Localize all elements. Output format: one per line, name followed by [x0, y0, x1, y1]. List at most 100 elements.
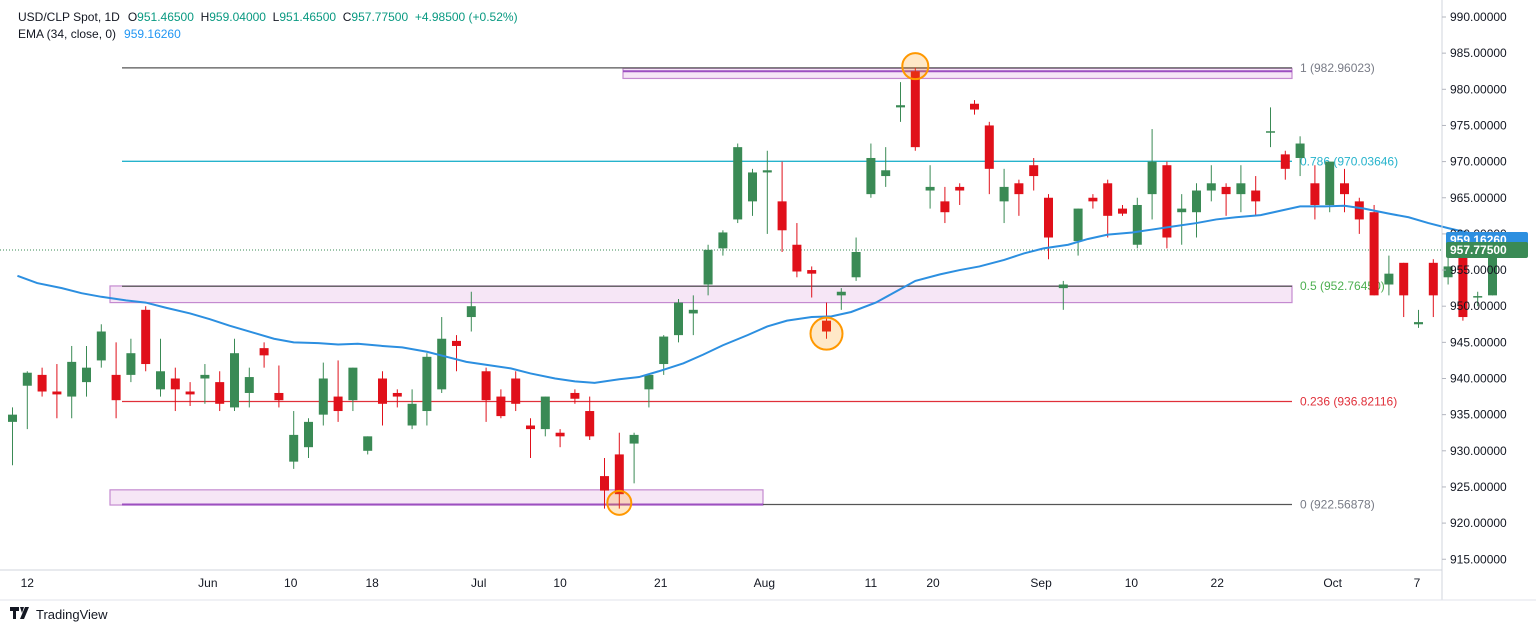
highlight-circle — [901, 52, 930, 81]
y-tick-label: 945.00000 — [1450, 335, 1507, 349]
candle-body — [407, 403, 417, 426]
fib-layer: 1 (982.96023) 0.786 (970.03646) 0.5 (952.7… — [0, 61, 1442, 512]
candle-body — [1221, 186, 1231, 195]
candle-body — [96, 331, 106, 361]
y-tick-label: 970.00000 — [1450, 155, 1507, 169]
candle-body — [733, 147, 743, 220]
ema-layer — [17, 204, 1518, 384]
x-tick-label: 18 — [365, 576, 379, 590]
candle-body — [629, 434, 639, 444]
candle-body — [1147, 161, 1157, 195]
candle-body — [363, 436, 373, 451]
candle-body — [1325, 161, 1335, 205]
low-label: L — [272, 10, 280, 24]
candle-body — [466, 306, 476, 318]
candle-body — [82, 367, 91, 383]
candle-body — [674, 302, 683, 336]
candle-body — [1310, 183, 1320, 205]
candle-body — [437, 338, 447, 390]
candle-body — [1162, 165, 1172, 238]
x-tick-label: Jul — [471, 576, 486, 590]
candle-body — [1295, 143, 1305, 158]
candle-body — [378, 378, 387, 404]
fib-level-label: 1 (982.96023) — [1300, 61, 1375, 75]
x-tick-label: Jun — [198, 576, 217, 590]
candle-body — [644, 374, 654, 390]
x-tick-label: 12 — [21, 576, 35, 590]
candle-body — [822, 320, 831, 332]
x-tick-label: 7 — [1414, 576, 1421, 590]
candle-body — [1029, 165, 1039, 177]
candle-body — [659, 336, 669, 365]
candle-body — [1103, 183, 1113, 216]
candle-body — [1118, 208, 1127, 214]
ema-value: 959.16260 — [124, 27, 181, 41]
x-tick-label: Aug — [754, 576, 775, 590]
candle-body — [37, 374, 47, 392]
y-tick-label: 935.00000 — [1450, 408, 1507, 422]
high-value: 959.04000 — [209, 10, 266, 24]
candle-body — [1073, 208, 1083, 242]
x-tick-label: 11 — [865, 576, 878, 590]
brand-label: TradingView — [36, 607, 108, 622]
candle-body — [452, 340, 461, 346]
candle-body — [1369, 212, 1379, 296]
change-value: +4.98500 (+0.52%) — [414, 10, 518, 24]
candle-body — [215, 382, 225, 404]
candle-body — [1488, 249, 1497, 296]
x-tick-label: Sep — [1030, 576, 1052, 590]
candle-body — [570, 392, 580, 399]
candle-body — [259, 348, 269, 356]
candle-body — [881, 170, 891, 177]
candle-layer — [8, 67, 1497, 509]
open-value: 951.46500 — [137, 10, 194, 24]
candle-body — [970, 103, 979, 110]
low-value: 951.46500 — [279, 10, 337, 24]
candle-body — [999, 186, 1009, 202]
candle-body — [600, 476, 609, 491]
candle-body — [896, 105, 905, 108]
candle-body — [274, 392, 284, 401]
candle-body — [1058, 284, 1068, 289]
candle-body — [555, 432, 565, 437]
candle-body — [1192, 190, 1201, 213]
y-tick-label: 915.00000 — [1450, 552, 1507, 566]
candle-body — [1251, 190, 1261, 202]
tradingview-brand[interactable]: TradingView — [10, 607, 108, 622]
y-tick-label: 965.00000 — [1450, 191, 1507, 205]
ohlc-readout: O951.46500 H959.04000 L951.46500 C957.77… — [128, 9, 518, 26]
candle-body — [1206, 183, 1216, 191]
candle-body — [703, 249, 713, 285]
close-label: C — [342, 10, 352, 24]
candle-body — [304, 421, 313, 448]
ema-label: EMA (34, close, 0) — [18, 27, 117, 41]
candle-body — [1266, 131, 1275, 133]
candle-body — [67, 361, 77, 397]
symbol-label: USD/CLP Spot, 1D — [18, 10, 120, 24]
candle-body — [792, 244, 802, 272]
fib-level-label: 0.236 (936.82116) — [1300, 394, 1397, 408]
candle-body — [244, 377, 254, 393]
candle-body — [866, 157, 876, 195]
candle-body — [496, 396, 506, 417]
candle-body — [52, 391, 62, 395]
y-tick-label: 930.00000 — [1450, 444, 1507, 458]
candle-body — [126, 353, 136, 375]
candle-body — [910, 71, 920, 148]
candle-body — [925, 186, 935, 191]
candle-body — [748, 172, 757, 202]
open-label: O — [127, 10, 138, 24]
zone-layer — [109, 67, 1293, 506]
fib-level-label: 0.5 (952.76450) — [1300, 279, 1385, 293]
candle-body — [170, 378, 180, 390]
candle-body — [614, 454, 624, 495]
highlight-circle — [809, 316, 844, 351]
candle-body — [156, 371, 165, 390]
candle-body — [762, 170, 772, 173]
candle-body — [807, 270, 817, 274]
candle-body — [1177, 208, 1187, 213]
candle-body — [955, 186, 965, 191]
candle-body — [1354, 201, 1364, 220]
